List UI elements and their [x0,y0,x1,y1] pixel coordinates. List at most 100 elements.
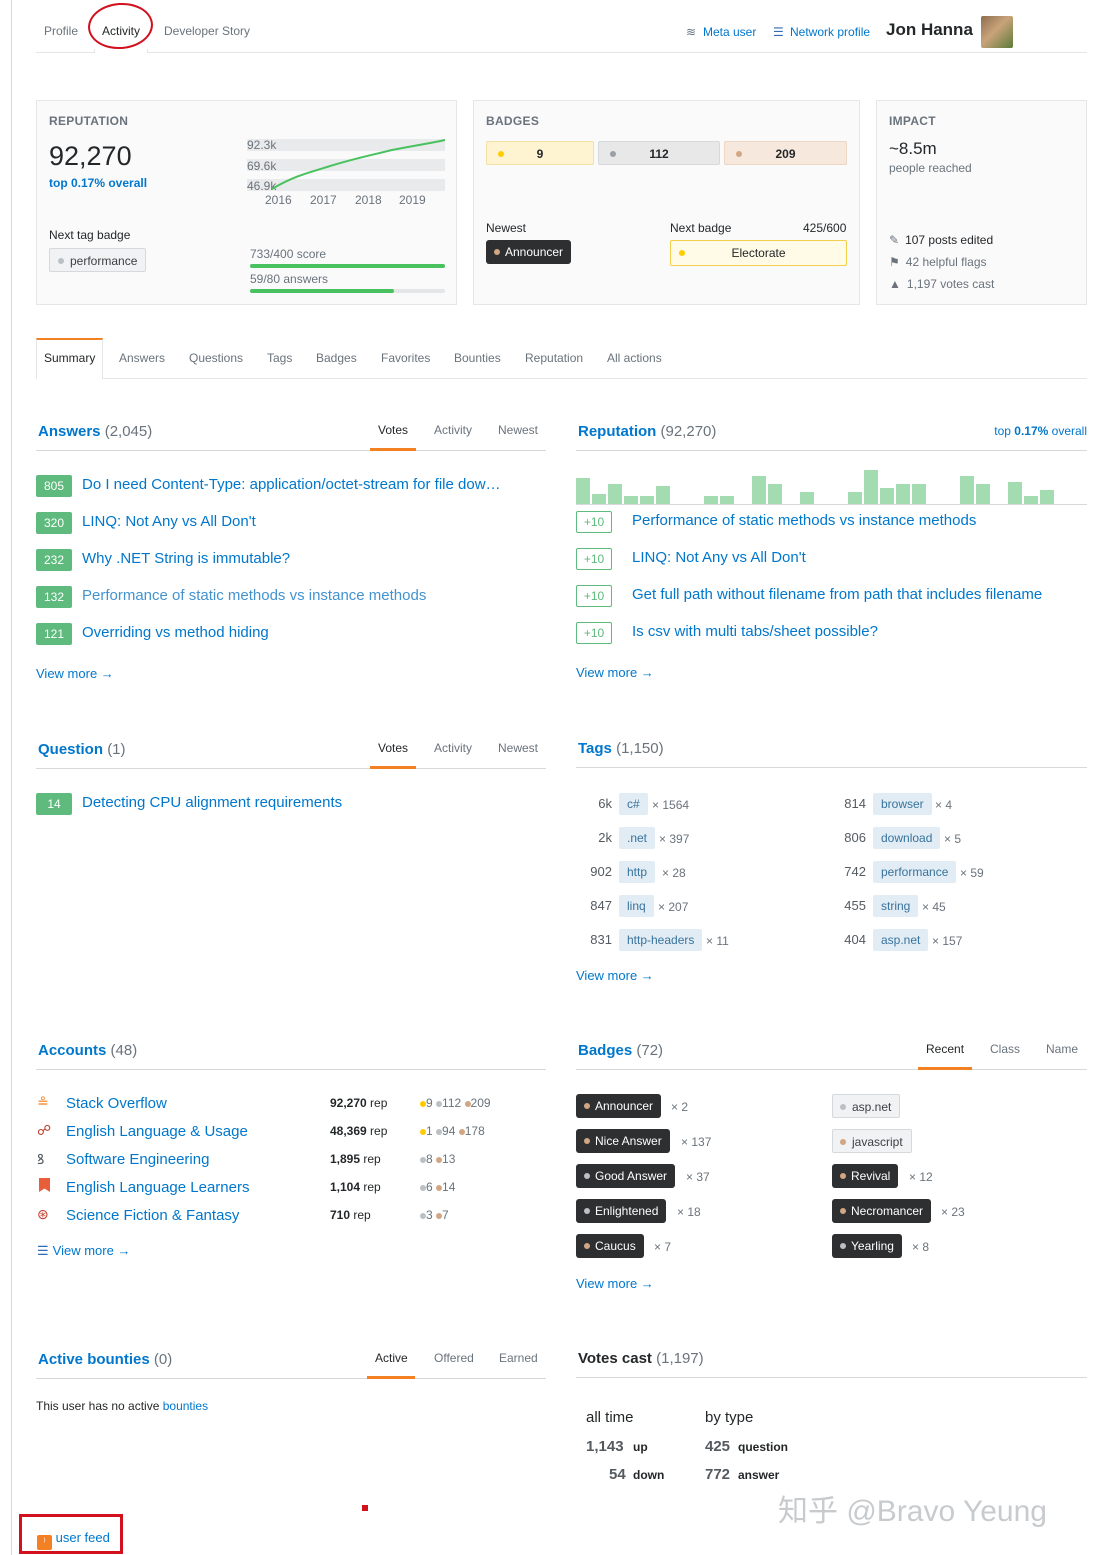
account-site-link[interactable]: Software Engineering [66,1151,210,1168]
account-rep: 710 rep [330,1208,371,1222]
silver-badge-count[interactable]: 112 [598,141,720,165]
badge-chip[interactable]: Good Answer [576,1164,676,1188]
account-badges: 3 7 [420,1208,449,1222]
reputation-header: Reputation (92,270) top 0.17% overall [576,421,1087,451]
badges-title[interactable]: Badges (72) [578,1042,663,1059]
people-reached-label: people reached [889,161,972,175]
tag-chip[interactable]: download [873,827,941,849]
tab-activity[interactable]: Activity [102,24,141,38]
badge-chip[interactable]: Necromancer [832,1199,932,1223]
question-link[interactable]: Detecting CPU alignment requirements [82,794,343,811]
answers-title[interactable]: Answers (2,045) [38,423,152,440]
answers-tab-newest[interactable]: Newest [498,423,539,437]
account-site-link[interactable]: English Language & Usage [66,1123,248,1140]
badges-tab-recent[interactable]: Recent [926,1042,965,1056]
tab-profile[interactable]: Profile [44,24,79,38]
badge-chip[interactable]: Revival [832,1164,899,1188]
subtab-bounties[interactable]: Bounties [454,351,501,365]
tag-chip[interactable]: http [619,861,656,883]
answers-view-more[interactable]: View more → [36,666,114,681]
tag-chip[interactable]: asp.net [873,929,929,951]
rep-post-link[interactable]: Get full path without filename from path… [632,586,1043,603]
tag-chip[interactable]: linq [619,895,654,917]
badge-chip[interactable]: Nice Answer [576,1129,670,1153]
subtab-reputation[interactable]: Reputation [525,351,584,365]
bounties-tab-offered[interactable]: Offered [434,1351,474,1365]
badges-view-more[interactable]: View more → [576,1276,654,1291]
account-site-link[interactable]: Science Fiction & Fantasy [66,1207,240,1224]
ell-icon [39,1178,50,1192]
answers-tab-activity[interactable]: Activity [434,423,473,437]
answer-link[interactable]: Performance of static methods vs instanc… [82,587,427,604]
questions-title[interactable]: Question (1) [38,741,126,758]
newest-badge[interactable]: Announcer [486,240,572,264]
answer-link[interactable]: Do I need Content-Type: application/octe… [82,476,501,493]
tag-chip[interactable]: performance [873,861,957,883]
bounties-link[interactable]: bounties [162,1399,209,1413]
subtab-answers[interactable]: Answers [119,351,166,365]
questions-title-text: Question [38,741,104,758]
next-tag-badge[interactable]: performance [49,248,147,272]
tag-chip[interactable]: .net [619,827,656,849]
reputation-view-more[interactable]: View more → [576,665,654,680]
meta-user-link[interactable]: ≋ Meta user [686,25,756,39]
tag-chip[interactable]: browser [873,793,932,815]
tab-developer-story[interactable]: Developer Story [164,24,251,38]
badge-chip[interactable]: Yearling [832,1234,902,1258]
network-profile-link[interactable]: ☰ Network profile [773,25,870,39]
badges-tab-class[interactable]: Class [990,1042,1021,1056]
answer-link[interactable]: LINQ: Not Any vs All Don't [82,513,256,530]
next-badge[interactable]: Electorate [670,240,847,266]
impact-card-heading: IMPACT [889,114,936,128]
bounties-tab-active[interactable]: Active [375,1351,408,1365]
subtab-summary[interactable]: Summary [44,351,96,365]
account-site-link[interactable]: English Language Learners [66,1179,250,1196]
badge-chip[interactable]: asp.net [832,1094,901,1118]
tag-chip[interactable]: http-headers [619,929,703,951]
bounties-tab-earned[interactable]: Earned [499,1351,538,1365]
questions-tab-activity[interactable]: Activity [434,741,473,755]
answers-tab-votes[interactable]: Votes [378,423,409,437]
tags-view-more[interactable]: View more → [576,968,654,983]
bronze-badge-count[interactable]: 209 [724,141,847,165]
tags-title[interactable]: Tags (1,150) [578,740,664,757]
gold-badge-count[interactable]: 9 [486,141,594,165]
subtab-questions[interactable]: Questions [189,351,244,365]
subtab-favorites[interactable]: Favorites [381,351,431,365]
subtab-badges[interactable]: Badges [316,351,357,365]
gold-dot-icon [679,250,685,256]
badge-chip[interactable]: Announcer [576,1094,662,1118]
badge-name: Revival [851,1169,891,1183]
account-rep-value: 48,369 [330,1124,367,1138]
subtab-all-actions[interactable]: All actions [607,351,662,365]
badge-chip[interactable]: Caucus [576,1234,644,1258]
badges-tab-name[interactable]: Name [1046,1042,1079,1056]
rep-post-link[interactable]: Performance of static methods vs instanc… [632,512,977,529]
rep-post-link[interactable]: LINQ: Not Any vs All Don't [632,549,806,566]
accounts-view-more[interactable]: ☰ View more → [37,1243,130,1259]
user-feed-link[interactable]: ⁾ user feed [37,1530,110,1550]
bronze-dot-icon [840,1173,846,1179]
silver-count: 112 [442,1096,462,1110]
badge-chip[interactable]: javascript [832,1129,912,1153]
answer-link[interactable]: Overriding vs method hiding [82,624,269,641]
questions-tab-votes[interactable]: Votes [378,741,409,755]
tag-chip[interactable]: c# [619,793,648,815]
reputation-rank[interactable]: top 0.17% overall [49,176,148,190]
answer-link[interactable]: Why .NET String is immutable? [82,550,291,567]
account-rep: 92,270 rep [330,1096,387,1110]
questions-tab-newest[interactable]: Newest [498,741,539,755]
silver-dot-icon [58,258,64,264]
accounts-title[interactable]: Accounts (48) [38,1042,137,1059]
bounties-title[interactable]: Active bounties (0) [38,1351,172,1368]
avatar[interactable] [981,16,1013,48]
subtab-tags[interactable]: Tags [267,351,293,365]
badge-chip[interactable]: Enlightened [576,1199,667,1223]
tag-chip[interactable]: string [873,895,919,917]
silver-dot-icon [420,1212,426,1219]
reputation-title[interactable]: Reputation (92,270) [578,423,716,440]
meta-user-label: Meta user [703,25,757,39]
rep-post-link[interactable]: Is csv with multi tabs/sheet possible? [632,623,878,640]
reputation-rank-link[interactable]: top 0.17% overall [994,424,1087,438]
account-site-link[interactable]: Stack Overflow [66,1095,167,1112]
